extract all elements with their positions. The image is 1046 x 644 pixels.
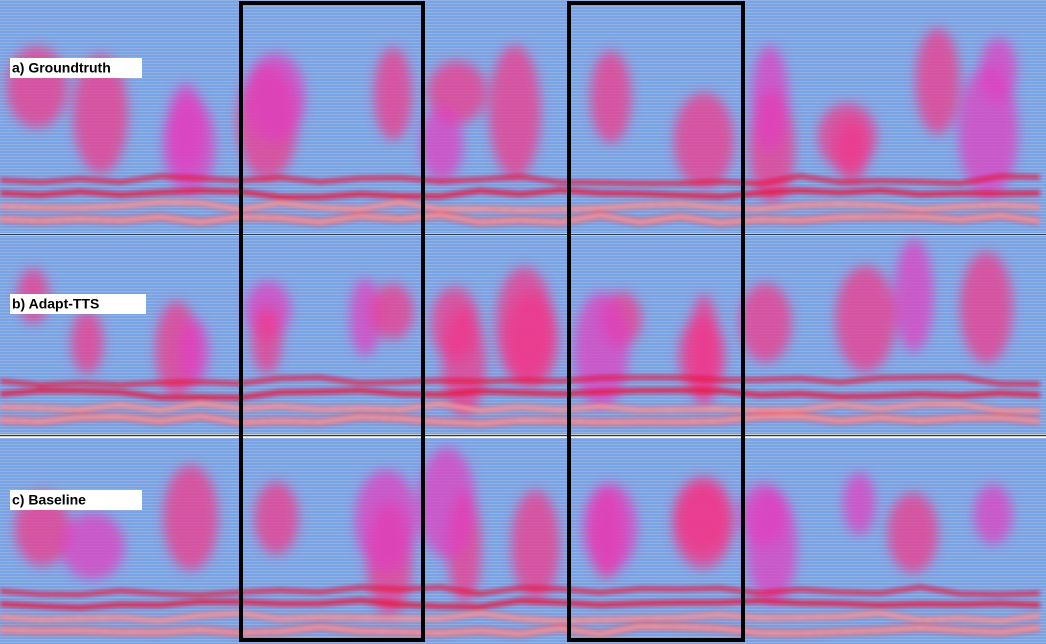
formant-blob — [251, 306, 282, 374]
panel-label: c) Baseline — [12, 492, 86, 508]
formant-blob — [915, 28, 959, 135]
formant-blob — [590, 51, 631, 144]
formant-blob — [419, 447, 476, 558]
formant-blob — [739, 283, 792, 363]
spectrogram-figure: a) Groundtruth b) Adapt-TTS c) Baseline — [0, 0, 1046, 644]
formant-blob — [163, 465, 218, 571]
formant-blob — [582, 483, 637, 572]
formant-blob — [179, 319, 209, 384]
formant-blob — [495, 267, 553, 385]
spectrograms — [0, 0, 1046, 644]
formant-blob — [751, 45, 788, 151]
panel-label: a) Groundtruth — [12, 60, 111, 76]
formant-blob — [843, 472, 876, 535]
formant-blob — [835, 266, 895, 372]
formant-blob — [355, 470, 418, 571]
formant-blob — [678, 316, 725, 396]
formant-blob — [371, 284, 414, 340]
spectrogram-panel — [0, 438, 1046, 644]
spectrogram-panel — [0, 0, 1046, 235]
panel-label: b) Adapt-TTS — [12, 296, 99, 312]
spectrogram-panel — [0, 236, 1046, 436]
formant-blob — [674, 92, 735, 188]
formant-blob — [511, 490, 560, 600]
formant-blob — [672, 476, 734, 568]
formant-blob — [894, 239, 933, 352]
formant-blob — [974, 484, 1013, 544]
formant-blob — [489, 45, 541, 179]
formant-blob — [374, 47, 413, 140]
formant-blob — [245, 53, 306, 142]
formant-blob — [254, 482, 299, 555]
formant-blob — [888, 492, 939, 573]
formant-blob — [431, 287, 480, 361]
formant-blob — [71, 310, 104, 374]
formant-blob — [835, 119, 869, 184]
formant-blob — [746, 489, 797, 604]
formant-blob — [980, 38, 1017, 102]
formant-blob — [420, 107, 463, 181]
formant-blob — [960, 252, 1013, 364]
formant-blob — [61, 513, 125, 579]
